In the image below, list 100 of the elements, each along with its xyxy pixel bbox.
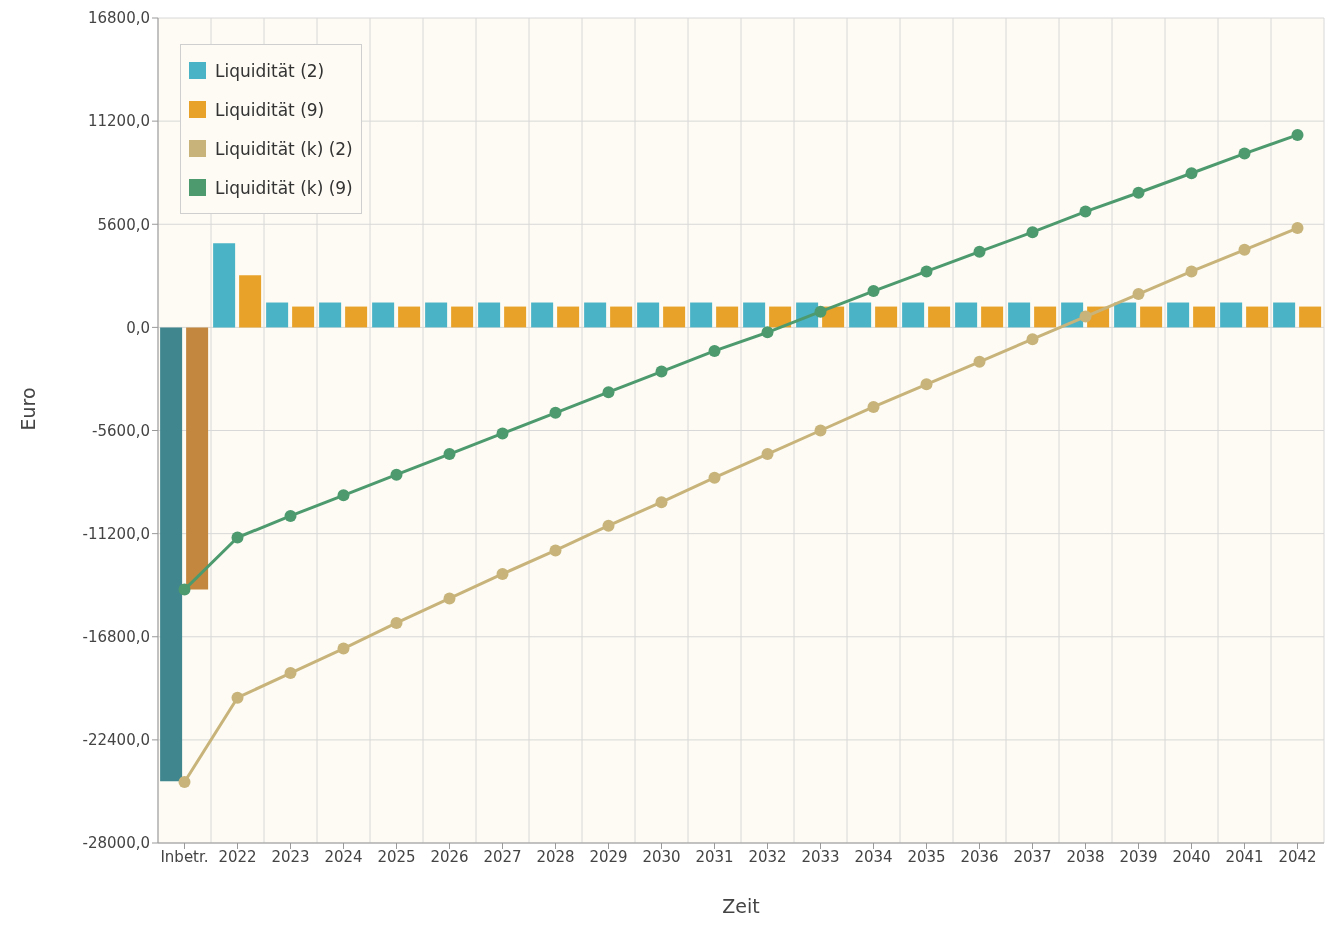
x-tick-label: 2037 — [1013, 847, 1052, 866]
point — [655, 365, 668, 378]
bar — [1299, 306, 1322, 328]
y-tick-label: -28000,0 — [82, 834, 150, 853]
bar — [319, 302, 342, 328]
x-tick-label: 2040 — [1172, 847, 1211, 866]
point — [1238, 243, 1251, 256]
y-tick-label: -16800,0 — [82, 628, 150, 647]
y-tick-label: 0,0 — [126, 318, 150, 337]
bar — [716, 306, 739, 328]
point — [920, 265, 933, 278]
point — [1132, 288, 1145, 301]
point — [337, 642, 350, 655]
bar — [1008, 302, 1031, 328]
x-tick-label: 2022 — [218, 847, 257, 866]
point — [602, 519, 615, 532]
bar — [1114, 302, 1137, 328]
y-tick-label: 16800,0 — [87, 9, 150, 28]
x-tick-label: 2036 — [960, 847, 999, 866]
bar — [928, 306, 951, 328]
point — [1238, 147, 1251, 160]
bar — [1220, 302, 1243, 328]
x-tick-label: 2023 — [271, 847, 310, 866]
point — [602, 386, 615, 399]
bar — [1246, 306, 1269, 328]
bar — [637, 302, 660, 328]
x-tick-label: 2030 — [642, 847, 681, 866]
x-tick-label: 2039 — [1119, 847, 1158, 866]
bar — [1273, 302, 1296, 328]
y-axis-title: Euro — [16, 387, 39, 431]
bar — [478, 302, 501, 328]
bar — [663, 306, 686, 328]
bar — [981, 306, 1004, 328]
point — [1185, 167, 1198, 180]
bar — [1167, 302, 1190, 328]
point — [443, 592, 456, 605]
x-axis-title: Zeit — [722, 895, 760, 917]
x-tick-label: 2033 — [801, 847, 840, 866]
bar — [213, 243, 236, 328]
point — [496, 427, 509, 440]
x-tick-label: 2031 — [695, 847, 734, 866]
x-tick-label: 2034 — [854, 847, 893, 866]
point — [1079, 205, 1092, 218]
bar — [425, 302, 448, 328]
legend-label: Liquidität (k) (2) — [215, 138, 353, 159]
point — [443, 448, 456, 461]
point — [1079, 310, 1092, 323]
y-tick-label: 11200,0 — [87, 112, 150, 131]
point — [337, 489, 350, 502]
bar — [690, 302, 713, 328]
x-tick-label: 2032 — [748, 847, 787, 866]
point — [1026, 333, 1039, 346]
x-tick-label: 2024 — [324, 847, 363, 866]
bar — [398, 306, 421, 328]
point — [761, 326, 774, 339]
x-tick-label: 2025 — [377, 847, 416, 866]
bar — [266, 302, 289, 328]
point — [390, 616, 403, 629]
x-tick-label: 2041 — [1225, 847, 1264, 866]
legend-label: Liquidität (2) — [215, 60, 325, 81]
point — [549, 544, 562, 557]
point — [1132, 186, 1145, 199]
point — [284, 667, 297, 680]
point — [178, 583, 191, 596]
x-tick-label: 2042 — [1278, 847, 1317, 866]
point — [708, 344, 721, 357]
bar — [902, 302, 925, 328]
point — [390, 468, 403, 481]
point — [284, 509, 297, 522]
point — [867, 285, 880, 298]
point — [496, 567, 509, 580]
bar — [584, 302, 607, 328]
x-tick-label: 2028 — [536, 847, 575, 866]
bar — [504, 306, 527, 328]
point — [1291, 128, 1304, 141]
point — [814, 424, 827, 437]
bar — [160, 327, 183, 782]
point — [178, 776, 191, 789]
point — [867, 400, 880, 413]
x-tick-label: 2029 — [589, 847, 628, 866]
y-tick-label: 5600,0 — [97, 215, 150, 234]
bar — [186, 327, 209, 590]
x-tick-label: 2038 — [1066, 847, 1105, 866]
point — [973, 245, 986, 258]
point — [655, 496, 668, 509]
bar — [531, 302, 554, 328]
x-tick-label: Inbetr. — [160, 847, 209, 866]
point — [1185, 265, 1198, 278]
point — [708, 471, 721, 484]
bar — [1140, 306, 1163, 328]
bar — [372, 302, 395, 328]
y-tick-label: -22400,0 — [82, 731, 150, 750]
x-tick-label: 2027 — [483, 847, 522, 866]
legend-label: Liquidität (9) — [215, 99, 325, 120]
bar — [1034, 306, 1057, 328]
point — [920, 378, 933, 391]
bar — [557, 306, 580, 328]
bar — [610, 306, 633, 328]
x-tick-label: 2026 — [430, 847, 469, 866]
bar — [849, 302, 872, 328]
